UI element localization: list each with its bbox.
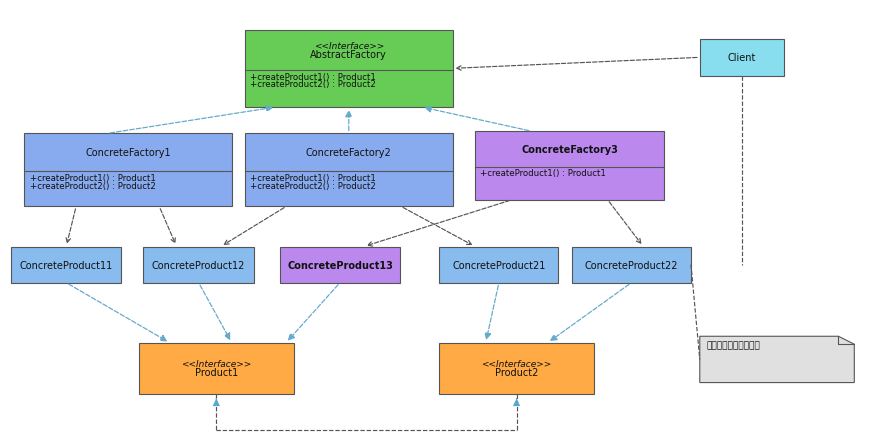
Text: Client: Client xyxy=(728,53,756,64)
Bar xyxy=(439,343,593,393)
Text: <<Interface>>: <<Interface>> xyxy=(181,360,252,369)
Text: Product1: Product1 xyxy=(195,368,238,378)
Text: AbstractFactory: AbstractFactory xyxy=(311,50,387,60)
Text: ConcreteProduct11: ConcreteProduct11 xyxy=(19,261,113,271)
Text: 新增的具体产品和工厂: 新增的具体产品和工厂 xyxy=(706,341,760,351)
Text: +createProduct1() : Product1: +createProduct1() : Product1 xyxy=(251,73,376,82)
Text: ConcreteProduct12: ConcreteProduct12 xyxy=(152,261,245,271)
Text: ConcreteFactory3: ConcreteFactory3 xyxy=(521,145,618,155)
Bar xyxy=(143,247,254,283)
Bar xyxy=(474,131,664,199)
Bar xyxy=(11,247,121,283)
Text: +createProduct1() : Product1: +createProduct1() : Product1 xyxy=(29,174,155,183)
Text: +createProduct1() : Product1: +createProduct1() : Product1 xyxy=(251,174,376,183)
Text: ConcreteFactory1: ConcreteFactory1 xyxy=(86,148,170,158)
Text: +createProduct2() : Product2: +createProduct2() : Product2 xyxy=(251,182,376,191)
Text: ConcreteProduct13: ConcreteProduct13 xyxy=(287,261,393,271)
Bar xyxy=(439,247,558,283)
Bar xyxy=(699,38,784,76)
Text: Product2: Product2 xyxy=(494,368,539,378)
Text: <<Interface>>: <<Interface>> xyxy=(481,360,552,369)
Bar xyxy=(245,30,452,107)
Text: <<Interface>>: <<Interface>> xyxy=(313,42,384,51)
Bar xyxy=(140,343,293,393)
Text: ConcreteFactory2: ConcreteFactory2 xyxy=(306,148,392,158)
Bar xyxy=(572,247,691,283)
Text: +createProduct2() : Product2: +createProduct2() : Product2 xyxy=(29,182,155,191)
Bar xyxy=(245,134,452,206)
Polygon shape xyxy=(699,336,854,382)
Text: ConcreteProduct22: ConcreteProduct22 xyxy=(585,261,678,271)
Bar xyxy=(281,247,399,283)
Text: +createProduct1() : Product1: +createProduct1() : Product1 xyxy=(479,169,606,179)
Text: +createProduct2() : Product2: +createProduct2() : Product2 xyxy=(251,81,376,90)
Text: ConcreteProduct21: ConcreteProduct21 xyxy=(452,261,546,271)
Bar xyxy=(24,134,231,206)
